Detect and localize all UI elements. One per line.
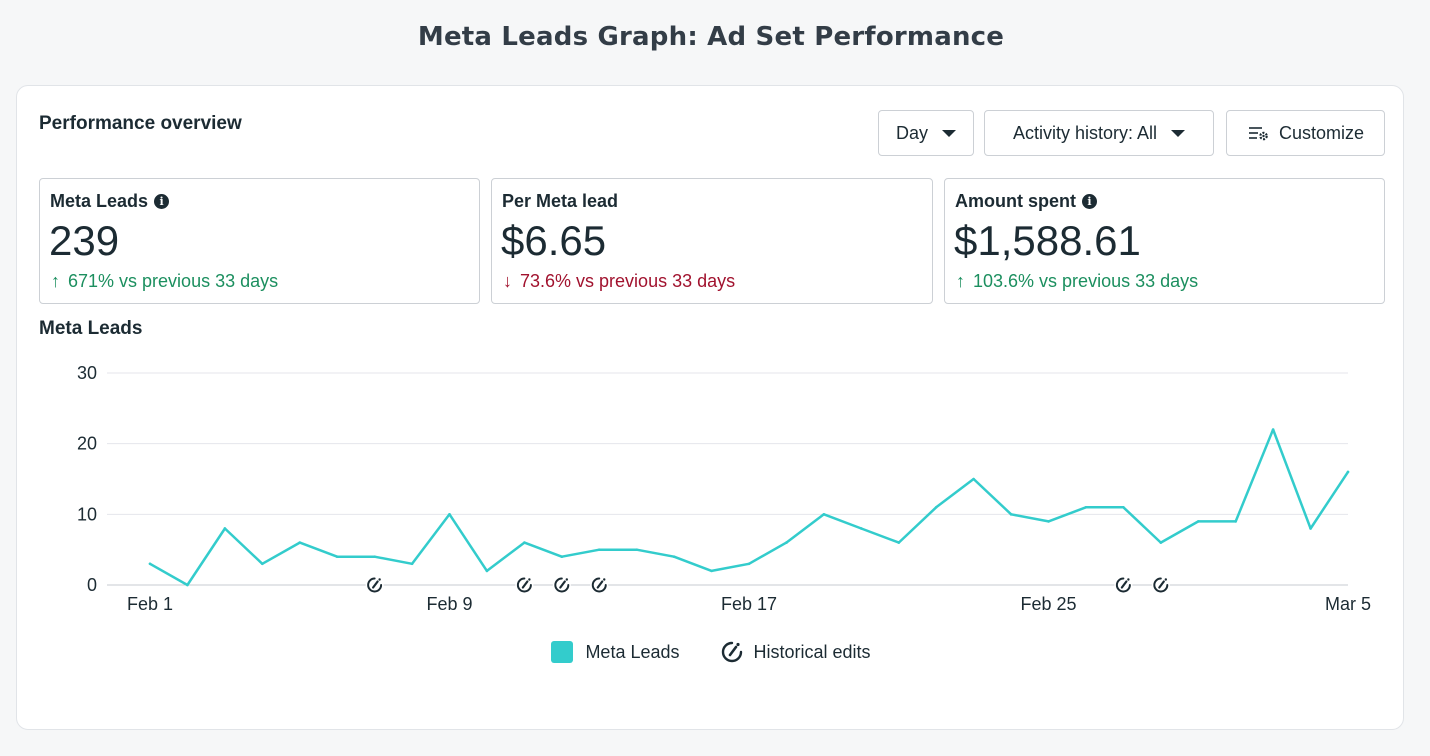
data-point — [785, 541, 788, 544]
metric-label: Per Meta lead — [502, 191, 618, 212]
metric-change: ↓ 73.6% vs previous 33 days — [503, 271, 735, 292]
metric-card-meta-leads: Meta Leads i 239 ↑ 671% vs previous 33 d… — [39, 178, 480, 304]
y-tick-label: 0 — [87, 575, 97, 595]
data-point — [1309, 527, 1312, 530]
caret-down-icon — [942, 129, 956, 137]
data-point — [672, 555, 676, 559]
data-point — [1084, 505, 1088, 509]
metric-label: Meta Leads i — [50, 191, 170, 212]
legend-label: Meta Leads — [585, 641, 680, 662]
data-point — [1122, 505, 1125, 509]
data-point — [822, 513, 826, 516]
data-point — [298, 541, 302, 544]
data-point — [560, 555, 564, 559]
day-dropdown-label: Day — [895, 122, 928, 143]
data-point — [1009, 513, 1013, 516]
data-point — [710, 569, 713, 573]
data-point — [1234, 520, 1237, 523]
historical-edits-icon — [721, 641, 742, 663]
data-point — [448, 513, 451, 516]
metric-label-text: Meta Leads — [50, 191, 149, 211]
data-point — [335, 555, 339, 559]
data-point — [223, 527, 227, 530]
metric-change-text: 671% vs previous 33 days — [68, 271, 279, 291]
performance-card: Performance overview Day Activity histor… — [16, 85, 1404, 730]
page-title: Meta Leads Graph: Ad Set Performance — [417, 22, 1005, 52]
customize-label: Customize — [1278, 122, 1365, 143]
data-point — [148, 562, 152, 566]
x-tick-label: Mar 5 — [1325, 594, 1371, 614]
data-point — [523, 541, 526, 544]
metric-change: ↑ 671% vs previous 33 days — [51, 271, 278, 292]
data-point — [1159, 541, 1163, 544]
data-point — [972, 477, 975, 481]
y-tick-label: 30 — [77, 363, 97, 383]
chart-svg: 0 10 20 30 Feb 1 Feb 9 Feb 17 Feb 25 Mar 5 — [77, 363, 1371, 614]
historical-edit-marker[interactable] — [515, 576, 534, 594]
metric-value: $6.65 — [501, 217, 607, 264]
metric-change: ↑ 103.6% vs previous 33 days — [956, 271, 1198, 292]
metric-label-text: Per Meta lead — [502, 191, 619, 211]
y-tick-label: 10 — [77, 504, 97, 524]
section-title: Performance overview — [39, 113, 242, 134]
legend-swatch — [551, 641, 574, 663]
legend-item-historical-edits[interactable]: Historical edits — [720, 640, 871, 664]
customize-button[interactable]: Customize — [1226, 110, 1385, 156]
x-tick-label: Feb 9 — [426, 594, 472, 614]
historical-edit-marker[interactable] — [1114, 576, 1133, 594]
data-point — [373, 555, 376, 559]
data-point — [485, 569, 489, 573]
info-icon[interactable]: i — [1082, 194, 1097, 209]
activity-history-dropdown[interactable]: Activity history: All — [984, 110, 1214, 156]
legend-label: Historical edits — [753, 641, 871, 662]
data-point — [897, 541, 901, 544]
data-point — [860, 527, 863, 530]
chart-title: Meta Leads — [39, 318, 143, 339]
x-tick-label: Feb 1 — [127, 594, 173, 614]
arrow-up-icon: ↑ — [956, 271, 965, 291]
data-point — [1271, 428, 1275, 431]
y-tick-label: 20 — [77, 434, 97, 454]
x-tick-label: Feb 17 — [721, 594, 777, 614]
metric-card-per-meta-lead: Per Meta lead $6.65 ↓ 73.6% vs previous … — [491, 178, 933, 304]
x-tick-label: Feb 25 — [1020, 594, 1076, 614]
data-point — [1196, 520, 1200, 523]
metric-label-text: Amount spent — [955, 191, 1076, 211]
historical-edit-marker[interactable] — [590, 576, 609, 594]
metric-change-text: 73.6% vs previous 33 days — [520, 271, 736, 291]
data-point — [635, 548, 638, 551]
data-point — [747, 562, 751, 566]
data-point — [1346, 470, 1350, 474]
metric-card-amount-spent: Amount spent i $1,588.61 ↑ 103.6% vs pre… — [944, 178, 1385, 304]
metric-label: Amount spent i — [955, 191, 1097, 212]
caret-down-icon — [1171, 129, 1186, 137]
data-point — [597, 548, 601, 551]
info-icon[interactable]: i — [154, 194, 170, 209]
historical-edit-marker[interactable] — [365, 576, 384, 594]
customize-icon — [1248, 127, 1268, 141]
data-point — [934, 505, 938, 509]
activity-history-label: Activity history: All — [1012, 122, 1158, 143]
arrow-down-icon: ↓ — [503, 271, 512, 291]
metric-value: 239 — [49, 217, 120, 264]
historical-edit-marker[interactable] — [552, 576, 571, 594]
arrow-up-icon: ↑ — [51, 271, 60, 291]
series-line-meta-leads — [148, 428, 1350, 587]
day-dropdown[interactable]: Day — [878, 110, 974, 156]
chart-legend: Meta Leads Historical edits — [17, 640, 1405, 664]
metric-value: $1,588.61 — [954, 217, 1141, 264]
legend-item-meta-leads[interactable]: Meta Leads — [551, 641, 680, 663]
data-point — [186, 583, 189, 587]
data-point — [1047, 520, 1050, 523]
metric-change-text: 103.6% vs previous 33 days — [973, 271, 1199, 291]
data-point — [410, 562, 414, 566]
historical-edit-marker[interactable] — [1151, 576, 1170, 594]
data-point — [261, 562, 264, 566]
